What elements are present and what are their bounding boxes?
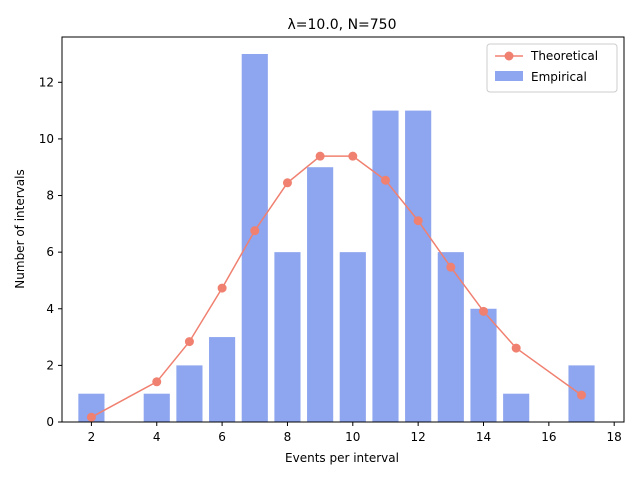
bar-13: [437, 252, 464, 422]
bar-4: [143, 393, 170, 422]
theoretical-point-6: [217, 283, 227, 293]
y-axis-ticks: 0 2 4 6 8 10 12: [39, 75, 62, 429]
legend-bar-swatch: [495, 71, 523, 81]
theoretical-point-15: [511, 343, 521, 353]
chart-title: λ=10.0, N=750: [287, 17, 396, 33]
y-axis-label: Number of intervals: [13, 169, 27, 288]
bar-9: [307, 167, 334, 422]
theoretical-point-4: [152, 377, 162, 387]
bar-12: [405, 110, 432, 423]
y-tick-label: 8: [46, 189, 54, 203]
x-axis-label: Events per interval: [285, 451, 399, 465]
theoretical-point-14: [479, 306, 488, 316]
theoretical-point-9: [315, 151, 325, 161]
y-tick-label: 4: [46, 302, 54, 316]
theoretical-point-13: [446, 262, 456, 272]
legend: Theoretical Empirical: [486, 43, 618, 93]
y-tick-label: 10: [39, 132, 54, 146]
bars-layer: [78, 53, 595, 423]
theoretical-point-12: [413, 216, 423, 226]
x-tick-label: 6: [218, 430, 226, 444]
legend-marker-swatch: [504, 51, 514, 61]
x-tick-label: 4: [153, 430, 161, 444]
theoretical-point-11: [380, 175, 390, 185]
legend-label-empirical: Empirical: [531, 70, 587, 84]
theoretical-point-10: [348, 151, 358, 161]
x-tick-label: 14: [476, 430, 491, 444]
theoretical-point-7: [250, 226, 260, 236]
bar-11: [372, 110, 399, 423]
line-layer: [86, 151, 587, 422]
bar-7: [241, 53, 268, 423]
theoretical-point-8: [282, 178, 292, 188]
theoretical-point-2: [86, 412, 96, 422]
bar-14: [470, 308, 497, 422]
x-tick-label: 10: [345, 430, 360, 444]
bar-10: [339, 252, 366, 422]
y-tick-label: 6: [46, 245, 54, 259]
theoretical-point-17: [577, 390, 587, 400]
x-axis-ticks: 2 4 6 8 10 12 14 16 18: [88, 422, 622, 444]
bar-8: [274, 252, 301, 422]
bar-15: [503, 393, 530, 422]
x-tick-label: 2: [88, 430, 96, 444]
theoretical-point-5: [184, 337, 194, 347]
x-tick-label: 8: [284, 430, 292, 444]
axes-frame: [61, 36, 625, 423]
y-tick-label: 0: [46, 415, 54, 429]
legend-label-theoretical: Theoretical: [530, 49, 598, 63]
y-tick-label: 12: [39, 75, 54, 89]
bar-5: [176, 365, 203, 422]
x-tick-label: 16: [541, 430, 556, 444]
theoretical-line: [91, 155, 582, 418]
x-tick-label: 12: [411, 430, 426, 444]
bar-6: [209, 337, 236, 422]
y-tick-label: 2: [46, 358, 54, 372]
x-tick-label: 18: [607, 430, 622, 444]
